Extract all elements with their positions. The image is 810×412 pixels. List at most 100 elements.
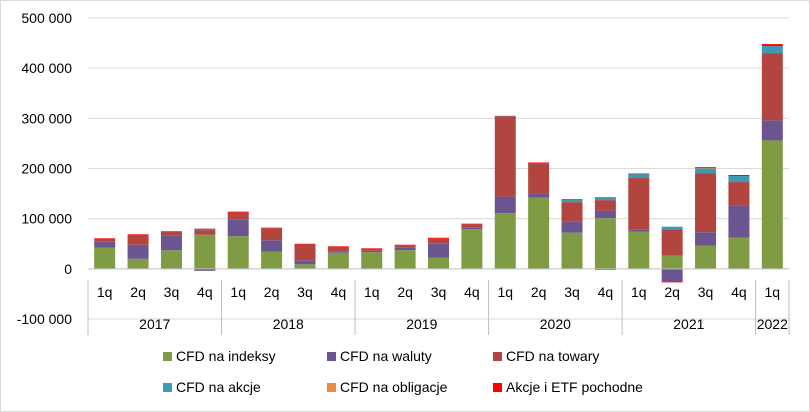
bar-segment xyxy=(261,251,283,269)
bar-segment xyxy=(728,176,750,183)
bar-segment xyxy=(494,196,516,214)
y-tick-label: -100 000 xyxy=(17,311,72,327)
bar-segment xyxy=(194,230,216,235)
legend-label: CFD na obligacje xyxy=(340,379,448,395)
bar-segment xyxy=(461,227,483,230)
bar-segment xyxy=(361,248,383,249)
bar-segment xyxy=(428,257,449,269)
x-tick-label: 4q xyxy=(598,284,614,300)
legend-label: CFD na indeksy xyxy=(176,348,276,364)
bar-segment xyxy=(428,243,449,258)
bar-segment xyxy=(194,234,216,269)
bar-segment xyxy=(194,228,216,230)
bar-segment xyxy=(394,250,416,269)
bar-segment xyxy=(127,244,149,259)
bar-segment xyxy=(327,246,349,247)
bar-segment xyxy=(160,231,182,236)
legend-label: Akcje i ETF pochodne xyxy=(506,379,643,395)
bar-segment xyxy=(528,163,550,194)
bar-segment xyxy=(160,250,182,269)
y-tick-label: 400 000 xyxy=(21,60,72,76)
bar-segment xyxy=(94,247,116,269)
bar-segment xyxy=(227,212,249,220)
bar-segment xyxy=(394,247,416,251)
bar-segment xyxy=(361,248,383,251)
bar-segment xyxy=(695,166,717,168)
x-tick-label: 3q xyxy=(164,284,180,300)
legend-label: CFD na akcje xyxy=(176,379,261,395)
bar-segment xyxy=(227,211,249,213)
bar-segment xyxy=(494,115,516,117)
gridlines xyxy=(88,17,789,320)
bar-segment xyxy=(494,213,516,269)
bar-segment xyxy=(327,246,349,252)
bar-segment xyxy=(261,240,283,252)
bar-segment xyxy=(594,197,616,201)
bar-segment xyxy=(761,53,783,121)
bar-segment xyxy=(261,227,283,229)
bar-segment xyxy=(361,250,383,253)
year-label: 2021 xyxy=(673,316,704,332)
x-tick-label: 2q xyxy=(664,284,680,300)
year-label: 2019 xyxy=(406,316,437,332)
bar-segment xyxy=(394,245,416,248)
bar-segment xyxy=(94,241,116,248)
legend-swatch xyxy=(327,352,336,361)
bar-segment xyxy=(628,229,650,232)
bar-segment xyxy=(294,260,316,265)
x-tick-label: 1q xyxy=(631,284,647,300)
bar-segment xyxy=(728,237,750,269)
year-label: 2017 xyxy=(139,316,170,332)
bar-segment xyxy=(494,116,516,117)
bar-segment xyxy=(327,251,349,253)
bar-segment xyxy=(628,173,650,175)
x-tick-label: 4q xyxy=(731,284,747,300)
bar-segment xyxy=(327,252,349,269)
bar-segment xyxy=(461,224,483,228)
x-tick-label: 3q xyxy=(297,284,313,300)
bar-segment xyxy=(561,202,583,222)
bar-segment xyxy=(628,231,650,269)
bar-segment xyxy=(761,44,783,47)
bar-segment xyxy=(561,221,583,233)
legend-swatch xyxy=(493,352,502,361)
bar-segment xyxy=(361,252,383,269)
bar-segment xyxy=(294,264,316,269)
axes: -100 000 0 100 000 200 000 300 000 400 000 500… xyxy=(17,10,790,335)
bar-segment xyxy=(528,162,550,164)
y-tick-label: 100 000 xyxy=(21,211,72,227)
bar-segment xyxy=(394,244,416,246)
bar-segment xyxy=(227,219,249,237)
x-tick-label: 3q xyxy=(698,284,714,300)
x-tick-label: 4q xyxy=(331,284,347,300)
year-label: 2022 xyxy=(757,316,788,332)
bar-segment xyxy=(127,258,149,269)
x-tick-label: 3q xyxy=(564,284,580,300)
bar-segment xyxy=(661,255,683,269)
x-tick-label: 1q xyxy=(765,284,781,300)
x-tick-label: 2q xyxy=(397,284,413,300)
bar-segment xyxy=(194,229,216,231)
bar-segment xyxy=(728,205,750,238)
bar-segment xyxy=(494,116,516,197)
x-tick-label: 2q xyxy=(531,284,547,300)
bar-segment xyxy=(661,229,683,256)
legend-swatch xyxy=(493,383,502,392)
bar-segment xyxy=(761,120,783,141)
year-label: 2018 xyxy=(273,316,304,332)
x-tick-label: 1q xyxy=(230,284,246,300)
bar-segment xyxy=(628,178,650,230)
bar-segment xyxy=(160,235,182,251)
bar-segment xyxy=(628,174,650,179)
bar-segment xyxy=(227,236,249,269)
bar-segment xyxy=(594,200,616,211)
bar-segment xyxy=(561,199,583,200)
legend-swatch xyxy=(163,383,172,392)
x-tick-label: 1q xyxy=(364,284,380,300)
bar-segment xyxy=(160,231,182,232)
x-tick-label: 1q xyxy=(97,284,113,300)
legend-swatch xyxy=(163,352,172,361)
bar-segment xyxy=(428,237,449,239)
bar-segment xyxy=(594,268,616,270)
legend-swatch xyxy=(327,383,336,392)
